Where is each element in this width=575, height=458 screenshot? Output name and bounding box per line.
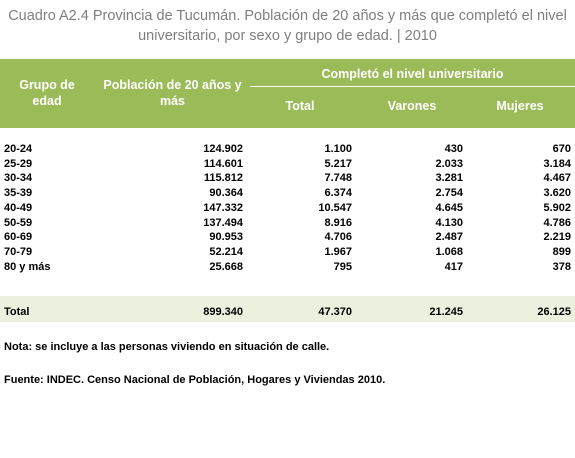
row-label: 60-69	[4, 231, 33, 244]
note: Nota: se incluye a las personas viviendo…	[4, 341, 330, 353]
column-header: Grupo de edad	[19, 78, 75, 108]
source: Fuente: INDEC. Censo Nacional de Poblaci…	[4, 374, 386, 386]
cell-value: 10.547	[318, 201, 352, 214]
cell-value: 1.100	[324, 143, 352, 155]
cell-value: 670	[552, 143, 571, 155]
cell-value: 47.370	[318, 306, 352, 318]
row-label: 30-34	[4, 172, 33, 185]
cell-value: 2.219	[543, 231, 571, 244]
table-title: Cuadro A2.4 Provincia de Tucumán. Poblac…	[8, 8, 567, 44]
header-band	[0, 59, 575, 128]
cell-value: 7.748	[324, 172, 352, 185]
cell-value: 52.214	[209, 245, 243, 258]
cell-value: 5.217	[324, 157, 352, 170]
group-header: Completó el nivel universitario	[321, 67, 504, 81]
column-header: Población de 20 años y más	[103, 78, 242, 108]
row-label: 40-49	[4, 201, 33, 214]
row-label: 80 y más	[4, 260, 51, 273]
cell-value: 5.902	[543, 201, 571, 214]
cell-value: 378	[552, 260, 571, 273]
header-rule	[250, 86, 575, 87]
cell-value: 4.130	[435, 216, 463, 229]
cell-value: 2.754	[435, 187, 463, 200]
cell-value: 25.668	[209, 260, 243, 273]
cell-value: 137.494	[203, 216, 243, 229]
cell-value: 114.601	[203, 157, 243, 170]
cell-value: 417	[444, 260, 463, 273]
cell-value: 26.125	[537, 306, 571, 318]
cell-value: 3.620	[543, 187, 571, 200]
cell-value: 2.487	[435, 231, 463, 244]
row-label: Total	[4, 306, 30, 318]
cell-value: 899	[552, 245, 571, 258]
cell-value: 90.953	[209, 231, 243, 244]
cell-value: 795	[333, 260, 352, 273]
column-header: Total	[285, 99, 315, 113]
cell-value: 3.184	[543, 157, 571, 170]
cell-value: 4.786	[543, 216, 571, 229]
cell-value: 4.467	[543, 172, 571, 185]
column-header: Varones	[387, 99, 437, 113]
row-label: 25-29	[4, 157, 33, 170]
cell-value: 6.374	[324, 187, 352, 200]
cell-value: 4.706	[324, 231, 352, 244]
cell-value: 21.245	[429, 306, 463, 318]
cell-value: 8.916	[324, 216, 352, 229]
cell-value: 430	[444, 143, 463, 155]
cell-value: 147.332	[203, 201, 243, 214]
row-label: 35-39	[4, 187, 33, 200]
row-label: 20-24	[4, 143, 33, 155]
cell-value: 2.033	[435, 157, 463, 170]
cell-value: 115.812	[203, 172, 243, 185]
row-label: 70-79	[4, 245, 33, 258]
cell-value: 124.902	[203, 143, 243, 155]
total-band	[0, 296, 575, 322]
cell-value: 899.340	[203, 306, 243, 318]
column-header: Mujeres	[496, 99, 544, 113]
cell-value: 4.645	[435, 201, 463, 214]
cell-value: 3.281	[435, 172, 463, 185]
cell-value: 1.068	[435, 245, 463, 258]
cell-value: 1.967	[324, 245, 352, 258]
row-label: 50-59	[4, 216, 33, 229]
cell-value: 90.364	[209, 187, 243, 200]
